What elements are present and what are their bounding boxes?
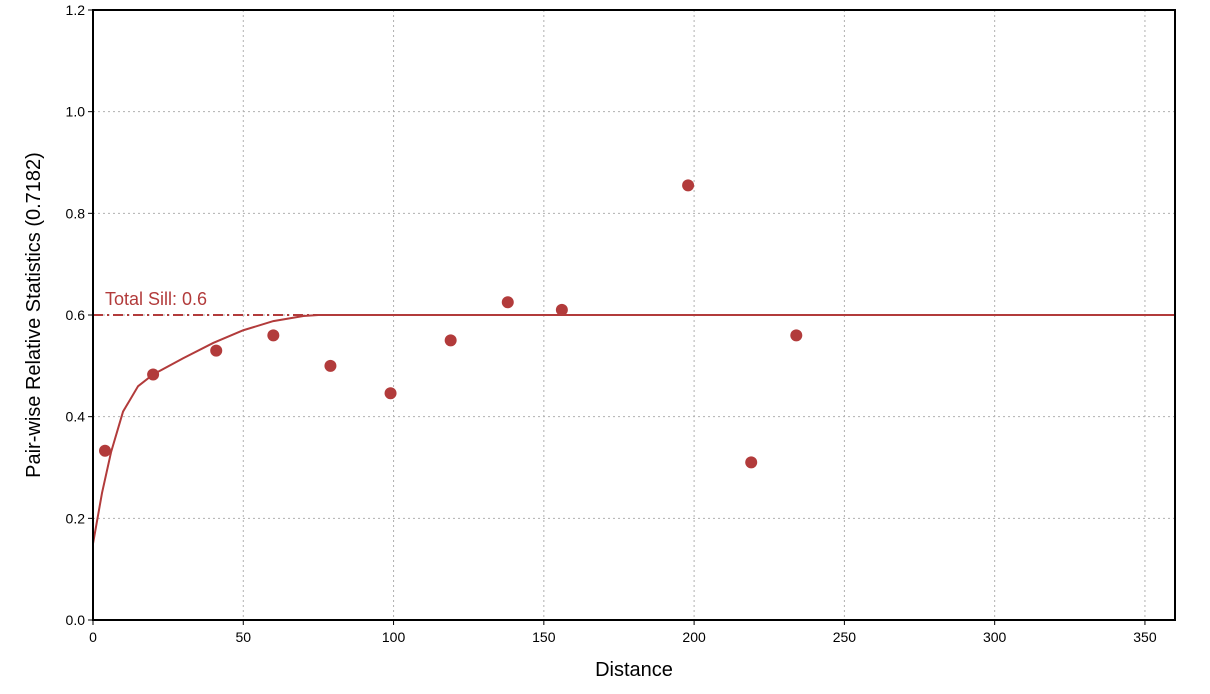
x-tick-label: 50: [235, 629, 251, 645]
point: [745, 456, 758, 469]
y-tick-label: 0.2: [66, 510, 86, 526]
y-tick-label: 0.0: [66, 612, 86, 628]
y-tick-label: 1.0: [66, 104, 86, 120]
sill-annotation: Total Sill: 0.6: [105, 289, 207, 309]
point: [384, 387, 397, 400]
point: [267, 329, 280, 342]
y-axis-label: Pair-wise Relative Statistics (0.7182): [23, 152, 45, 478]
x-tick-label: 300: [983, 629, 1007, 645]
model-line: [92, 314, 1175, 544]
y-tick-label: 0.4: [66, 409, 86, 425]
x-tick-label: 200: [682, 629, 706, 645]
point: [501, 296, 514, 309]
point: [147, 368, 160, 381]
y-tick-label: 0.8: [66, 205, 86, 221]
point: [790, 329, 803, 342]
y-tick-label: 1.2: [66, 2, 86, 18]
point: [324, 359, 337, 372]
point: [555, 303, 568, 316]
plot-frame: [92, 9, 1176, 621]
x-tick-label: 350: [1133, 629, 1157, 645]
x-axis-label: Distance: [595, 659, 673, 681]
y-tick-label: 0.6: [66, 307, 86, 323]
x-tick-label: 250: [833, 629, 857, 645]
x-tick-label: 100: [382, 629, 406, 645]
point: [682, 179, 695, 192]
x-tick-label: 150: [532, 629, 556, 645]
point: [444, 334, 457, 347]
point: [210, 344, 223, 357]
point: [99, 444, 112, 457]
x-tick-label: 0: [89, 629, 97, 645]
